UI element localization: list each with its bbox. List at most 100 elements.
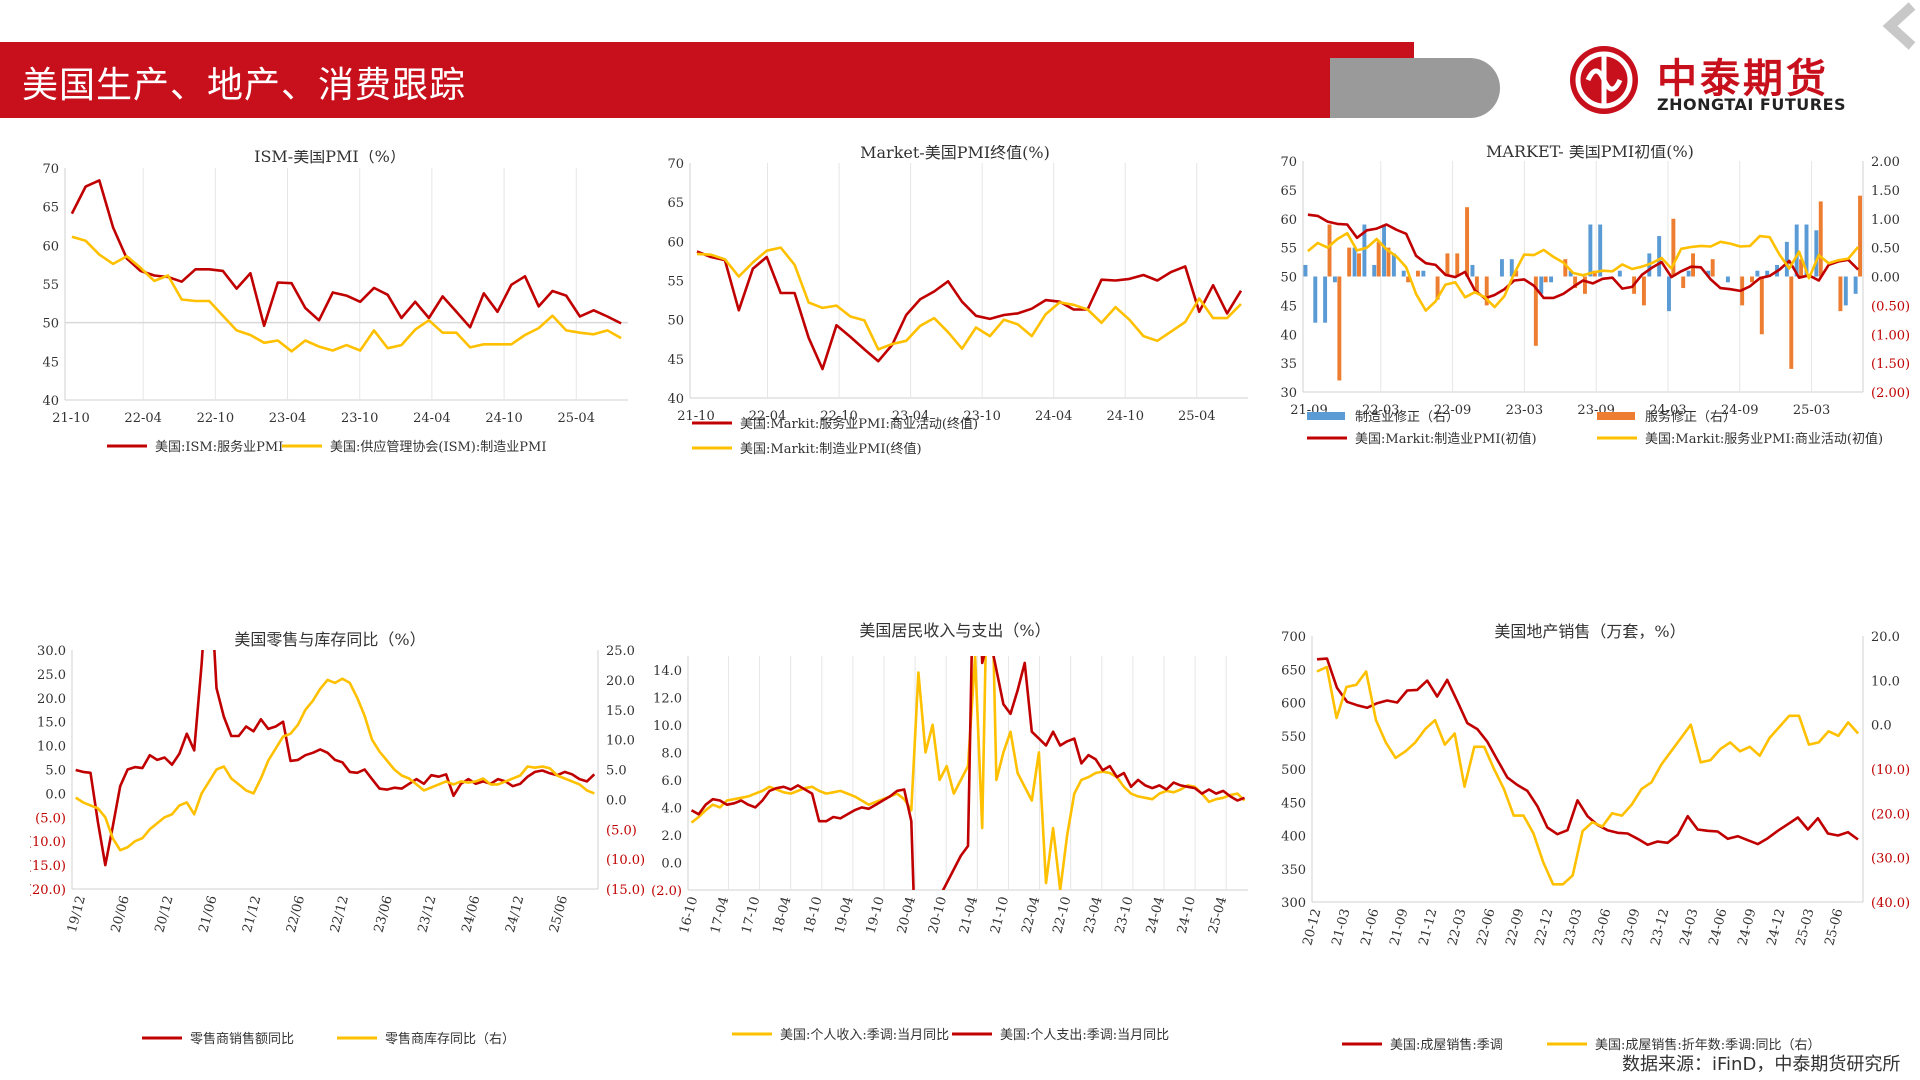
x-tick-label: 17-04 bbox=[708, 895, 732, 935]
legend-label: 美国:个人收入:季调:当月同比 bbox=[780, 1028, 949, 1043]
chart-title: ISM-美国PMI（%） bbox=[254, 150, 406, 166]
bar-blue bbox=[1509, 259, 1514, 277]
x-tick-label: 24-09 bbox=[1735, 907, 1759, 947]
x-tick-label: 19-10 bbox=[864, 895, 888, 935]
legend-label: 美国:Markit:制造业PMI(初值) bbox=[1355, 431, 1537, 447]
bar-orange bbox=[1573, 276, 1578, 289]
x-tick-label: 23-10 bbox=[1113, 895, 1137, 935]
bar-orange bbox=[1435, 276, 1440, 300]
chart-income-spending: 美国居民收入与支出（%） 14.0 12.0 10.0 8.0 6.0 4.0 2.0 0.0 (… bbox=[651, 621, 1248, 1043]
chart-title: 美国零售与库存同比（%） bbox=[234, 630, 425, 649]
bar-blue bbox=[1588, 224, 1593, 277]
legend-label: 零售商销售额同比 bbox=[190, 1031, 294, 1047]
y-tick-label: 45 bbox=[667, 353, 684, 368]
y-tick-label: 65 bbox=[42, 201, 59, 216]
series-line-yellow bbox=[1307, 231, 1860, 312]
x-tick-label: 23-12 bbox=[1648, 907, 1672, 947]
y2-tick-label: 0.00 bbox=[1871, 271, 1900, 286]
x-tick-label: 22-10 bbox=[197, 411, 234, 426]
x-tick-label: 20-12 bbox=[1300, 907, 1324, 947]
y-tick-label: 70 bbox=[667, 157, 684, 172]
x-tick-label: 22-06 bbox=[1474, 907, 1498, 947]
y-tick-label: 65 bbox=[1280, 184, 1297, 199]
bar-blue bbox=[1784, 241, 1789, 277]
company-logo bbox=[1570, 46, 1638, 114]
y-tick-label: 50 bbox=[42, 317, 59, 332]
x-tick-label: 24/12 bbox=[503, 894, 527, 934]
y-tick-label: (20.0) bbox=[30, 883, 66, 898]
y-tick-label: (5.0) bbox=[35, 811, 66, 826]
y-tick-label: 650 bbox=[1281, 663, 1306, 678]
logo-chinese-name: 中泰期货 bbox=[1657, 56, 1829, 102]
x-tick-label: 23/06 bbox=[372, 894, 396, 934]
bar-orange bbox=[1799, 259, 1804, 277]
x-tick-label: 24-12 bbox=[1764, 907, 1788, 947]
x-tick-label: 20-10 bbox=[926, 895, 950, 935]
y2-tick-label: 2.00 bbox=[1871, 155, 1900, 170]
bar-blue bbox=[1667, 276, 1671, 312]
x-tick-label: 20/12 bbox=[152, 894, 176, 934]
y-tick-label: 10.0 bbox=[653, 719, 682, 734]
y2-tick-label: (5.0) bbox=[606, 823, 637, 838]
x-tick-label: 21-03 bbox=[1329, 907, 1353, 947]
logo-english-name: ZHONGTAI FUTURES bbox=[1657, 95, 1847, 114]
x-tick-label: 22-03 bbox=[1362, 403, 1399, 418]
bar-blue bbox=[1470, 264, 1475, 277]
y-tick-label: 12.0 bbox=[653, 691, 682, 706]
bar-orange bbox=[1641, 276, 1646, 306]
x-tick-label: 21-06 bbox=[1358, 907, 1382, 947]
x-tick-label: 22-04 bbox=[749, 409, 786, 424]
bar-orange bbox=[1671, 218, 1676, 277]
x-tick-label: 22/06 bbox=[284, 894, 308, 934]
bar-blue bbox=[1598, 224, 1603, 277]
legend-label: 美国:Markit:服务业PMI:商业活动(初值) bbox=[1645, 431, 1883, 447]
x-tick-label: 23/12 bbox=[415, 894, 439, 934]
y-tick-label: 0.0 bbox=[45, 787, 66, 802]
y-tick-label: 30 bbox=[1280, 386, 1297, 401]
y-tick-label: 500 bbox=[1281, 763, 1306, 778]
y2-tick-label: (10.0) bbox=[606, 853, 645, 868]
bar-orange bbox=[1455, 253, 1460, 277]
y-tick-label: 0.0 bbox=[661, 856, 682, 871]
x-tick-label: 18-10 bbox=[801, 895, 825, 935]
x-tick-label: 22-09 bbox=[1434, 403, 1471, 418]
chart-title: MARKET- 美国PMI初值(%) bbox=[1486, 145, 1694, 161]
x-tick-label: 22-12 bbox=[1532, 907, 1556, 947]
bar-orange bbox=[1465, 207, 1470, 277]
y2-tick-label: (10.0) bbox=[1871, 763, 1910, 778]
bar-blue bbox=[1372, 264, 1377, 277]
y2-tick-label: 20.0 bbox=[1871, 630, 1900, 645]
bar-blue bbox=[1853, 276, 1858, 294]
y-tick-label: 45 bbox=[42, 355, 59, 370]
x-tick-label: 17-10 bbox=[739, 895, 763, 935]
x-tick-label: 25-03 bbox=[1793, 403, 1830, 418]
header-banner bbox=[0, 42, 1414, 118]
x-tick-label: 23-09 bbox=[1619, 907, 1643, 947]
y2-tick-label: 10.0 bbox=[1871, 674, 1900, 689]
bar-orange bbox=[1484, 276, 1489, 306]
bar-blue bbox=[1568, 270, 1573, 277]
x-tick-label: 25-04 bbox=[558, 411, 595, 426]
series-line-red bbox=[1307, 213, 1860, 300]
bar-blue bbox=[1499, 259, 1504, 277]
y2-tick-label: (2.00) bbox=[1871, 386, 1910, 401]
x-tick-label: 25/06 bbox=[547, 894, 571, 934]
y-tick-label: 15.0 bbox=[37, 716, 66, 731]
legend-label: 美国:成屋销售:季调 bbox=[1390, 1037, 1503, 1053]
bar-orange bbox=[1592, 270, 1597, 277]
y-tick-label: 50 bbox=[1280, 271, 1297, 286]
chevron-left-icon[interactable] bbox=[1878, 0, 1920, 60]
bar-orange bbox=[1445, 253, 1450, 277]
x-tick-label: 22-10 bbox=[820, 409, 857, 424]
x-tick-label: 23-04 bbox=[1081, 895, 1105, 935]
header-banner-shadow bbox=[1330, 58, 1500, 118]
y2-tick-label: (1.00) bbox=[1871, 328, 1910, 343]
x-tick-label: 22-09 bbox=[1503, 907, 1527, 947]
x-tick-label: 20/06 bbox=[109, 894, 133, 934]
y-tick-label: 60 bbox=[667, 235, 684, 250]
y-tick-label: 70 bbox=[1280, 155, 1297, 170]
page-title: 美国生产、地产、消费跟踪 bbox=[22, 65, 467, 106]
x-tick-label: 23-03 bbox=[1506, 403, 1543, 418]
legend-label: 美国:ISM:服务业PMI bbox=[155, 439, 283, 455]
bar-blue bbox=[1657, 236, 1662, 277]
